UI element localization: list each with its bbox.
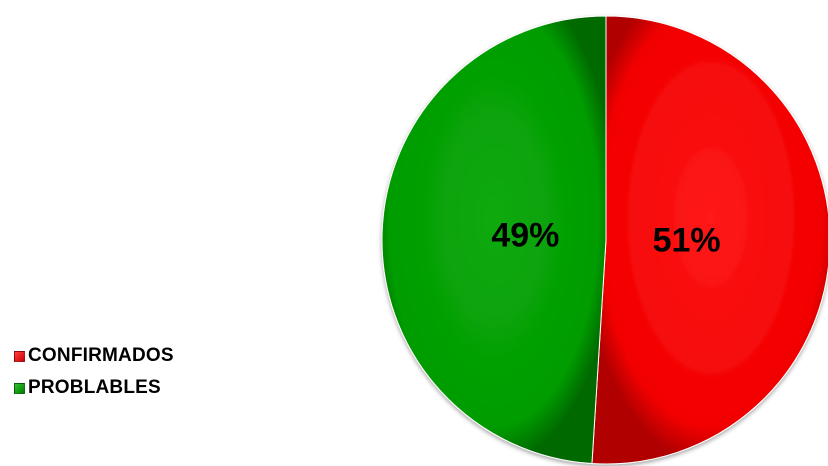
- pie-slice-confirmados[interactable]: [591, 15, 828, 465]
- data-label-problables: 49%: [491, 216, 559, 254]
- legend-swatch-red: [14, 350, 25, 362]
- legend: CONFIRMADOS PROBLABLES: [14, 340, 174, 404]
- legend-item-problables[interactable]: PROBLABLES: [14, 372, 174, 404]
- legend-item-confirmados[interactable]: CONFIRMADOS: [14, 340, 174, 372]
- legend-label-confirmados: CONFIRMADOS: [28, 345, 174, 366]
- data-label-confirmados: 51%: [653, 222, 721, 260]
- legend-swatch-green: [14, 382, 25, 394]
- legend-label-problables: PROBLABLES: [28, 377, 161, 398]
- pie-slice-problables[interactable]: [381, 15, 607, 465]
